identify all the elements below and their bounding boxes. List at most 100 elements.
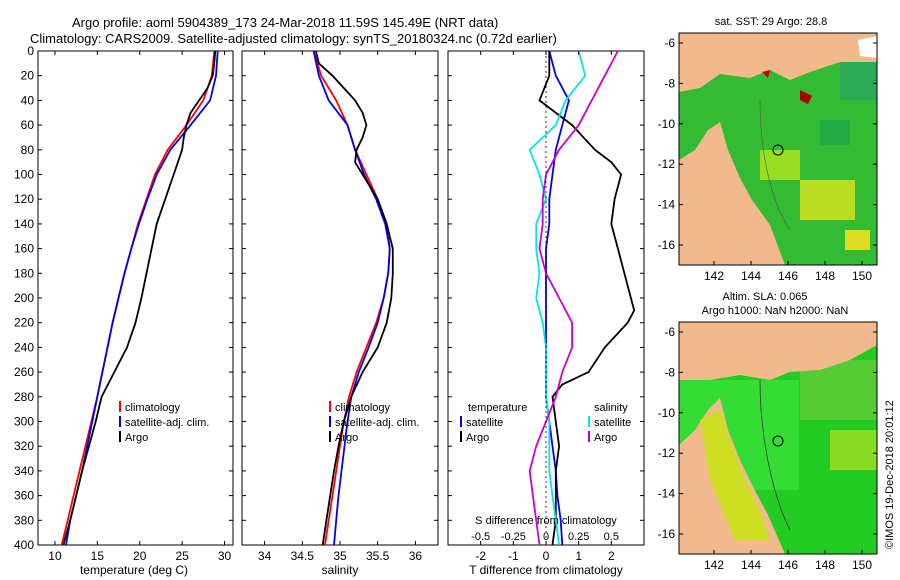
sla-argo-position-marker [772,435,784,447]
salinity-xticks: 34 34.5 35 35.5 36 [258,549,422,563]
sla-map-title-2: Argo h1000: NaN h2000: NaN [702,305,849,317]
lat-tick-label: -8 [664,365,675,379]
salinity-series [312,50,394,546]
sst-map-title: sat. SST: 29 Argo: 28.8 [715,16,828,28]
salinity-diff-tick-label: 0.25 [568,531,589,543]
lon-tick-label: 150 [852,558,872,572]
ytick-label: 360 [14,489,34,503]
legend-t-satellite-label: satellite [466,417,503,429]
lat-tick-label: -10 [658,406,676,420]
legend-climatology-label: climatology [335,402,391,414]
legend-satellite-label: satellite-adj. clim. [125,417,209,429]
lat-tick-label: -6 [664,325,675,339]
lat-tick-label: -8 [664,76,675,90]
xtick-label: -2 [475,549,486,563]
sst-argo-position-marker [772,144,784,156]
sla-lat-ticks: -6 -8 -10 -12 -14 -16 [658,325,877,541]
sst-map-contour [759,99,791,231]
difference-xlabel: T difference from climatology [469,563,623,577]
ytick-label: 20 [21,69,35,83]
ytick-label: 40 [21,93,35,107]
ytick-label: 240 [14,340,34,354]
temperature-legend: climatology satellite-adj. clim. Argo [119,401,209,444]
xtick-label: -1 [508,549,519,563]
xtick-label: 25 [175,549,189,563]
legend-climatology-label: climatology [125,402,181,414]
xtick-label: 10 [48,549,62,563]
ytick-label: 300 [14,415,34,429]
legend-temperature-title: temperature [468,402,527,414]
series-line-s-argo [528,50,619,546]
sst-cool-patch [840,60,877,100]
sst-map-land-north [679,33,877,92]
series-line-argo [315,50,394,546]
ytick-label: 140 [14,217,34,231]
series-line-t-argo [538,51,636,546]
ytick-label: 100 [14,168,34,182]
sla-map-high-patch [700,410,770,540]
sla-map: Altim. SLA: 0.065 Argo h1000: NaN h2000:… [658,291,878,572]
sla-map-frame [678,321,878,555]
salinity-diff-tick-label: -0.5 [471,531,490,543]
sst-hot-spot [762,70,770,78]
series-line-satellite-adj-clim- [312,50,391,546]
temperature-xticks: 10 15 20 25 30 [48,549,231,563]
temperature-series [60,50,219,546]
ytick-label: 160 [14,242,34,256]
ytick-label: 220 [14,316,34,330]
sst-warm-patch [800,180,855,220]
xtick-label: 30 [218,549,232,563]
ytick-label: 0 [27,44,34,58]
lat-tick-label: -6 [664,36,675,50]
ytick-label: 80 [21,143,35,157]
xtick-label: 2 [608,549,615,563]
lon-tick-label: 150 [852,269,872,283]
lat-tick-label: -14 [658,487,676,501]
ytick-label: 200 [14,291,34,305]
ytick-label: 380 [14,513,34,527]
xtick-label: 35 [333,549,347,563]
sla-lon-ticks: 142 144 146 148 150 [704,550,872,572]
salinity-panel: 34 34.5 35 35.5 36 salinity climatology sate… [241,50,439,577]
difference-legend: temperature satellite Argo salinity sate… [460,402,631,444]
lon-tick-label: 142 [704,269,724,283]
sst-hot-spot [800,90,812,104]
lat-tick-label: -16 [658,238,676,252]
sst-map-speckles [760,60,877,250]
ytick-label: 180 [14,266,34,280]
legend-argo-label: Argo [335,432,358,444]
ytick-label: 120 [14,192,34,206]
sla-map-land-north [679,322,877,380]
ytick-label: 400 [14,538,34,552]
ytick-label: 260 [14,365,34,379]
xtick-label: 15 [91,549,105,563]
series-line-climatology [312,50,391,546]
lat-tick-label: -14 [658,198,676,212]
xtick-label: 20 [133,549,147,563]
lon-tick-label: 142 [704,558,724,572]
legend-satellite-label: satellite-adj. clim. [335,417,419,429]
series-line-argo [62,50,217,546]
lat-tick-label: -10 [658,117,676,131]
sst-map-land-south [679,122,785,265]
ytick-label: 320 [14,439,34,453]
legend-s-argo-label: Argo [594,432,617,444]
xtick-label: 34 [258,549,272,563]
legend-salinity-title: salinity [594,402,628,414]
sst-lon-ticks: 142 144 146 148 150 [704,261,872,283]
xtick-label: 34.5 [291,549,315,563]
ytick-label: 340 [14,464,34,478]
temperature-yticks: 0 20 40 60 80 100 120 140 160 180 200 220 240 260 280 3… [14,44,34,552]
xtick-label: 35.5 [366,549,390,563]
lon-tick-label: 144 [741,558,761,572]
sla-map-patch [830,430,877,470]
sst-map-nodata [858,36,877,58]
title-line-1: Argo profile: aoml 5904389_173 24-Mar-20… [72,15,498,30]
ytick-label: 60 [21,118,35,132]
salinity-axes-frame [241,50,439,546]
sst-map-frame [678,32,878,266]
sst-warm-patch [845,230,870,250]
lon-tick-label: 146 [778,558,798,572]
